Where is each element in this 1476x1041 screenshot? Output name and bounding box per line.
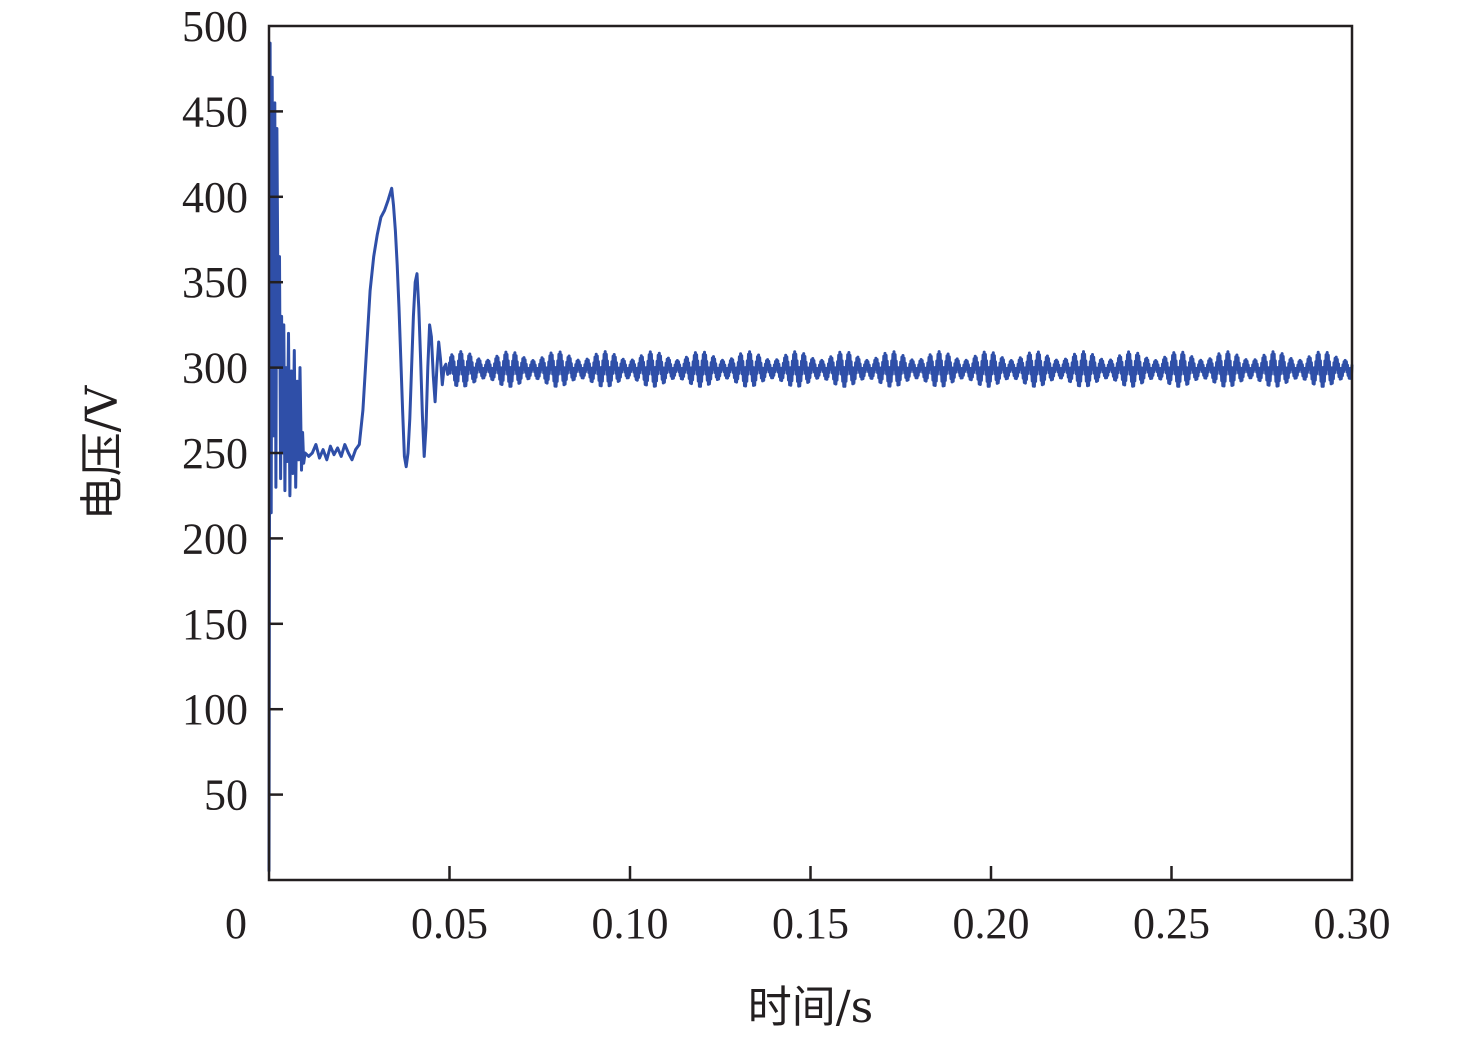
- y-tick-label: 400: [182, 173, 248, 222]
- y-tick-label: 200: [182, 514, 248, 563]
- x-tick-label: 0.30: [1314, 899, 1391, 948]
- y-tick-label: 500: [182, 2, 248, 51]
- x-tick-label: 0.05: [411, 899, 488, 948]
- plot-frame: [267, 24, 1354, 882]
- y-axis: 50 100 150 200 250 300 350 400 450 500: [182, 2, 283, 820]
- y-tick-label: 350: [182, 258, 248, 307]
- y-tick-label: 150: [182, 600, 248, 649]
- x-tick-label: 0.25: [1133, 899, 1210, 948]
- y-tick-label: 50: [204, 771, 248, 820]
- y-tick-label: 250: [182, 429, 248, 478]
- y-tick-label: 450: [182, 87, 248, 136]
- y-tick-label: 100: [182, 685, 248, 734]
- x-axis-label: 时间/s: [748, 982, 873, 1033]
- voltage-series-line: [267, 41, 1354, 872]
- x-tick-label: 0: [225, 899, 247, 948]
- y-tick-label: 300: [182, 344, 248, 393]
- y-axis-label: 电压/V: [77, 384, 128, 520]
- x-tick-label: 0.20: [953, 899, 1030, 948]
- x-axis: 0 0.05 0.10 0.15 0.20 0.25 0.30: [225, 866, 1391, 948]
- x-tick-label: 0.10: [592, 899, 669, 948]
- x-tick-label: 0.15: [772, 899, 849, 948]
- plot-area: [267, 41, 1354, 872]
